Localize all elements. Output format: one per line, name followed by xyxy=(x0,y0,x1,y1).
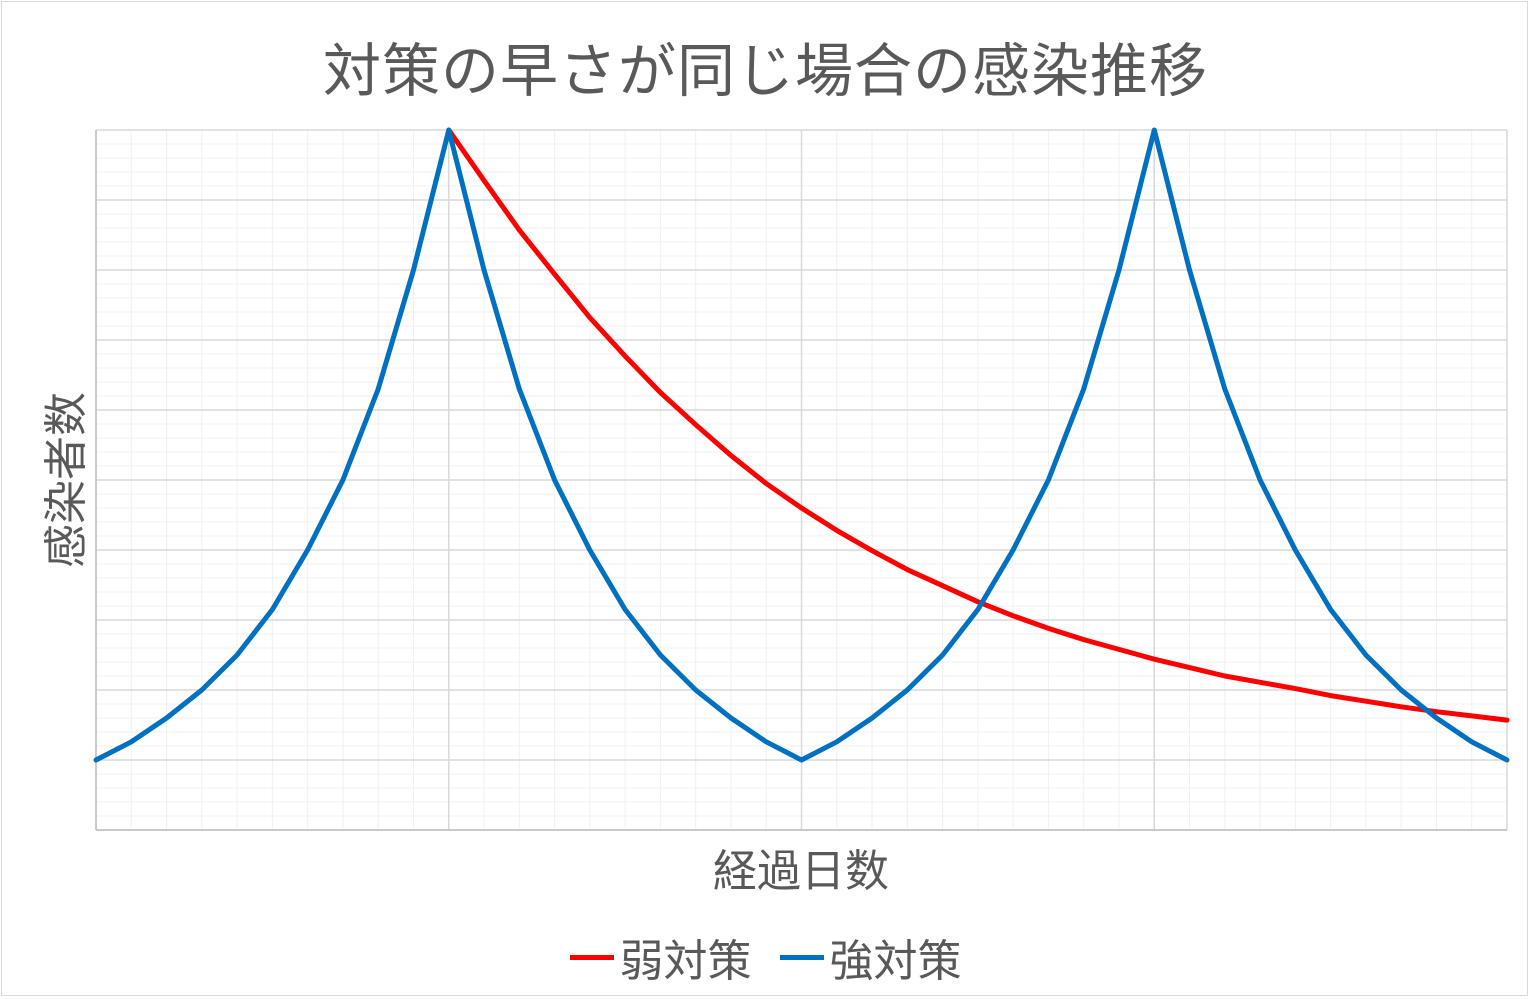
legend-label-strong: 強対策 xyxy=(829,936,962,987)
series-line-strong xyxy=(93,127,1510,763)
chart-title: 対策の早さが同じ場合の感染推移 xyxy=(322,37,1208,105)
axes xyxy=(95,130,1507,831)
legend-item-weak: 弱対策 xyxy=(569,925,752,989)
legend-item-strong: 強対策 xyxy=(779,925,962,989)
legend-label-weak: 弱対策 xyxy=(619,936,752,987)
series-layer xyxy=(93,127,1510,763)
legend: 弱対策 強対策 xyxy=(0,925,1531,989)
x-axis-label: 経過日数 xyxy=(713,846,889,897)
legend-swatch-strong xyxy=(779,954,824,960)
series-line-weak xyxy=(446,127,1510,723)
legend-swatch-weak xyxy=(569,954,614,960)
y-axis-label: 感染者数 xyxy=(41,392,92,568)
